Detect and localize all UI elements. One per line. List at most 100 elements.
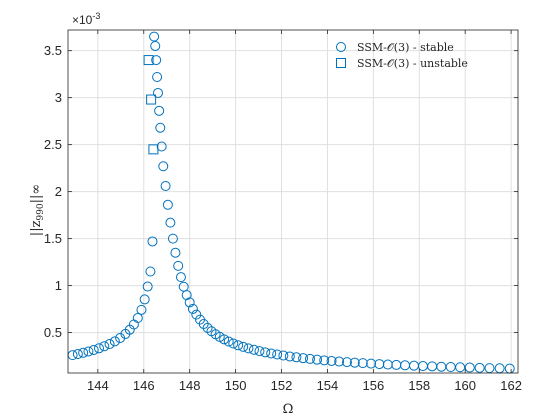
data-point-circle [149,31,160,42]
data-point-circle [136,304,147,315]
data-point-circle [304,353,315,364]
legend-marker-square [336,58,346,68]
series-stable [67,31,515,374]
data-point-circle [181,290,192,301]
data-point-circle [334,356,345,367]
data-point-circle [154,105,165,116]
data-point-circle [83,346,94,357]
data-point-circle [147,236,158,247]
y-tick-label: 2.5 [44,137,62,152]
data-point-circle [284,351,295,362]
data-point-circle [202,322,213,333]
plot-frame [67,29,519,374]
data-point-circle [187,303,198,314]
data-point-circle [357,358,368,369]
data-point-circle [165,217,176,228]
data-point-circle [408,360,419,371]
y-tick-label: 3 [55,90,62,105]
data-point-circle [417,361,428,372]
data-point-circle [184,297,195,308]
data-point-circle [160,180,171,191]
data-point-circle [156,141,167,152]
data-point-square [148,144,159,155]
x-tick-label: 152 [271,378,293,393]
data-point-circle [145,266,156,277]
data-point-circle [341,357,352,368]
data-point-circle [349,357,360,368]
data-point-circle [93,343,104,354]
data-point-circle [436,361,447,372]
legend-item-stable: SSM-𝒪(3) - stable [336,41,454,54]
data-point-circle [158,161,169,172]
data-point-circle [312,354,323,365]
data-point-square [146,94,157,105]
data-point-circle [319,355,330,366]
y-axis-exponent: ×10-3 [72,11,100,27]
data-point-circle [464,362,475,373]
data-point-circle [382,359,393,370]
data-point-circle [504,363,515,374]
axes: 144 146 148 150 152 154 156 158 160 162 0.5 1 1.5 2 2.… [44,30,522,393]
data-point-circle [170,247,181,258]
series-unstable [143,55,159,155]
data-point-circle [104,339,115,350]
x-tick-label: 148 [179,378,201,393]
data-point-circle [391,359,402,370]
x-tick-label: 156 [363,378,385,393]
legend-item-unstable: SSM-𝒪(3) - unstable [336,57,468,70]
data-point-circle [228,338,239,349]
data-point-circle [248,344,259,355]
data-point-circle [198,319,209,330]
data-point-circle [260,347,271,358]
data-point-circle [151,55,162,66]
data-point-circle [99,341,110,352]
data-point-circle [400,360,411,371]
data-point-circle [272,349,283,360]
data-point-circle [243,343,254,354]
data-point-circle [132,313,143,324]
x-tick-label: 154 [317,378,339,393]
data-point-circle [109,336,120,347]
data-point-circle [72,349,83,360]
x-tick-label: 162 [500,378,522,393]
y-tick-label: 2 [55,184,62,199]
data-point-circle [219,334,230,345]
data-point-circle [366,358,377,369]
data-point-circle [191,309,202,320]
legend: SSM-𝒪(3) - stable SSM-𝒪(3) - unstable [336,41,468,70]
legend-label-unstable: SSM-𝒪(3) - unstable [357,57,468,70]
data-point-circle [153,87,163,98]
data-point-circle [152,71,163,82]
data-point-circle [167,233,178,244]
data-point-circle [233,340,244,351]
data-point-circle [238,341,249,352]
data-point-circle [155,122,166,133]
y-tick-label: 3.5 [44,43,62,58]
data-point-circle [88,344,99,355]
data-point-square [143,55,154,66]
x-tick-label: 144 [87,378,109,393]
y-tick-label: 0.5 [44,325,62,340]
data-point-circle [162,199,173,210]
y-tick-label: 1 [55,278,62,293]
data-point-circle [326,355,337,366]
data-point-circle [223,336,234,347]
data-point-circle [254,346,265,357]
y-tick-label: 1.5 [44,231,62,246]
data-point-circle [445,361,456,372]
data-point-circle [175,272,186,283]
data-point-circle [374,359,385,370]
data-point-circle [494,363,505,374]
data-point-circle [173,260,184,271]
data-point-circle [291,352,302,363]
data-point-circle [266,348,277,359]
data-point-circle [455,362,466,373]
x-tick-label: 160 [454,378,476,393]
data-point-circle [298,353,309,364]
data-point-circle [142,281,153,292]
x-tick-label: 150 [225,378,247,393]
x-axis-label: Ω [283,402,294,417]
data-point-circle [484,363,495,374]
data-point-circle [427,361,438,372]
